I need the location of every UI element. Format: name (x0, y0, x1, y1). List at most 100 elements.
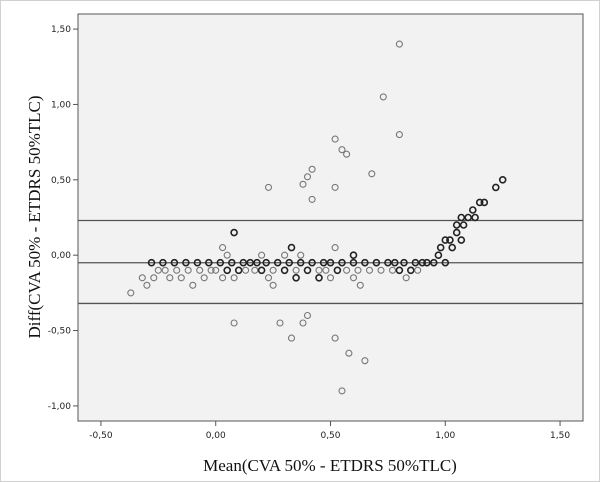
data-point (411, 258, 420, 267)
x-tick-label: 1,00 (435, 431, 455, 441)
data-point (338, 387, 346, 395)
data-point (457, 213, 466, 222)
data-point (147, 258, 156, 267)
data-point (287, 243, 296, 252)
data-point (308, 195, 316, 203)
data-point (269, 281, 277, 289)
y-tick-label: -1,00 (48, 402, 72, 412)
data-point (212, 266, 220, 274)
data-point (303, 173, 312, 181)
data-point (331, 244, 339, 252)
data-point (223, 266, 231, 275)
data-point (205, 258, 213, 267)
data-point (436, 243, 445, 252)
data-point (395, 40, 403, 48)
data-point (200, 274, 208, 282)
data-point (471, 213, 479, 222)
data-point (331, 135, 339, 143)
data-point (280, 266, 289, 275)
x-axis: -0,50 0,00 0,50 1,00 1,50 (89, 421, 570, 441)
data-point (177, 274, 185, 282)
data-point (400, 258, 408, 267)
data-point (349, 258, 358, 267)
data-point (464, 213, 473, 222)
data-point (345, 349, 353, 357)
data-point (230, 274, 238, 282)
data-point (193, 258, 202, 267)
x-tick-label: -0,50 (89, 431, 113, 441)
data-point (452, 221, 461, 229)
data-point (356, 281, 364, 289)
data-point (308, 258, 316, 267)
data-point (269, 266, 277, 274)
data-point (253, 258, 261, 267)
scatter-points (127, 40, 507, 395)
data-point (388, 266, 397, 274)
data-point (326, 258, 335, 267)
data-point (276, 319, 284, 327)
data-point (251, 266, 259, 274)
data-point (297, 251, 305, 259)
data-point (338, 146, 346, 154)
data-point (475, 198, 484, 207)
data-point (491, 183, 500, 192)
data-point (161, 266, 169, 274)
data-point (365, 266, 374, 274)
data-point (441, 258, 450, 267)
data-point (395, 266, 404, 275)
data-point (326, 274, 335, 282)
data-point (285, 258, 294, 267)
data-point (361, 357, 369, 365)
data-point (303, 266, 312, 275)
data-point (377, 266, 385, 274)
data-point (322, 266, 330, 274)
data-point (287, 334, 296, 342)
data-point (138, 274, 146, 282)
data-point (228, 258, 236, 267)
data-point (154, 266, 162, 274)
data-point (441, 236, 450, 244)
data-point (219, 244, 227, 252)
data-point (258, 251, 266, 259)
data-point (498, 176, 507, 184)
data-point (448, 243, 457, 252)
data-point (395, 131, 403, 139)
data-point (246, 258, 254, 267)
data-point (319, 258, 328, 267)
plot-area (77, 13, 584, 422)
data-point (459, 221, 468, 229)
data-point (196, 266, 204, 274)
data-point (292, 273, 300, 282)
data-point (264, 274, 273, 282)
y-axis: 1,50 1,00 0,50 0,00 -0,50 -1,00 (48, 25, 78, 412)
data-point (219, 274, 227, 282)
data-point (372, 258, 381, 267)
x-axis-title: Mean(CVA 50% - ETDRS 50%TLC) (203, 456, 457, 475)
data-point (299, 180, 307, 188)
data-point (189, 281, 197, 289)
data-point (296, 258, 305, 267)
data-point (368, 170, 376, 178)
data-point (457, 236, 466, 244)
data-point (173, 266, 181, 274)
y-tick-label: 0,00 (51, 251, 71, 261)
data-point (150, 274, 158, 282)
data-point (239, 258, 248, 267)
data-point (349, 251, 358, 259)
data-point (331, 334, 339, 342)
data-point (223, 251, 231, 259)
data-point (333, 266, 342, 275)
data-point (170, 258, 179, 267)
data-point (361, 258, 369, 267)
data-point (166, 274, 174, 282)
data-point (159, 258, 167, 267)
data-point (216, 258, 225, 267)
data-point (234, 266, 243, 275)
data-point (143, 281, 151, 289)
data-point (281, 251, 289, 259)
data-point (273, 258, 282, 267)
data-point (468, 206, 477, 214)
data-point (303, 311, 312, 320)
